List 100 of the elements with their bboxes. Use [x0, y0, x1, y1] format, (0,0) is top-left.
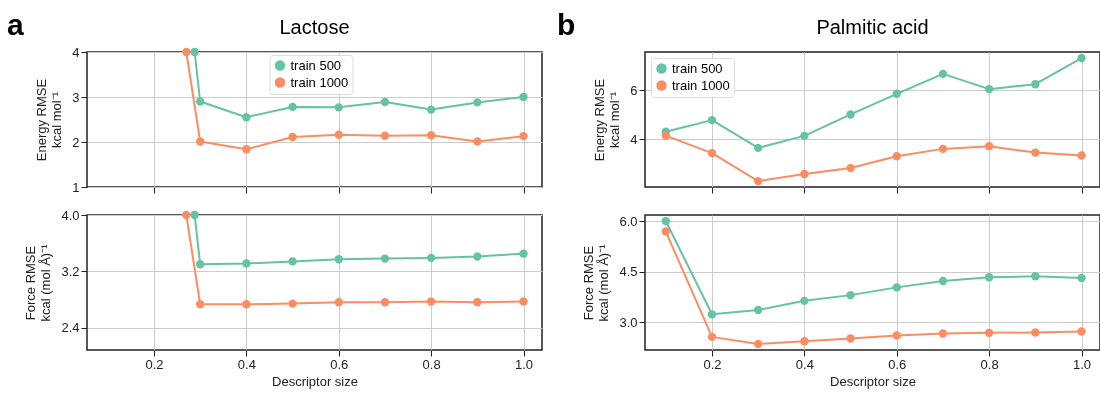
x-axis-title: Descriptor size	[830, 373, 916, 389]
point	[984, 273, 994, 282]
point	[984, 142, 994, 151]
point	[288, 132, 297, 142]
point	[242, 259, 251, 268]
y-tick-label: 4	[72, 44, 80, 60]
point	[753, 176, 763, 186]
y-tick-label: 4.5	[619, 264, 638, 280]
point	[380, 131, 390, 140]
y-tick-label: 3	[72, 89, 80, 105]
point	[288, 102, 297, 112]
point	[1031, 328, 1040, 337]
point	[846, 110, 855, 119]
x-tick-label: 0.4	[795, 356, 814, 372]
point	[182, 210, 191, 220]
point	[800, 131, 809, 141]
point	[1077, 151, 1086, 160]
point	[426, 253, 436, 263]
x-tick-label: 1.0	[1072, 356, 1092, 372]
x-tick-label: 0.2	[703, 356, 722, 372]
point	[195, 97, 205, 106]
point	[380, 97, 390, 107]
x-tick-label: 0.6	[330, 356, 349, 372]
point	[195, 260, 205, 269]
x-tick-label: 1.0	[514, 356, 534, 372]
y-axis-title: Force RMSE kcal (mol Å)⁻¹	[581, 243, 612, 322]
point	[182, 47, 191, 57]
point	[846, 290, 855, 300]
point	[334, 130, 343, 139]
point	[661, 131, 670, 140]
legend-label: train 500	[290, 57, 342, 73]
point	[1031, 80, 1040, 89]
point	[707, 115, 717, 125]
text: b	[557, 8, 576, 41]
point	[519, 249, 528, 258]
y-tick-label: 6	[630, 82, 638, 98]
point	[892, 89, 901, 98]
point	[380, 298, 390, 307]
point	[334, 103, 343, 112]
point	[473, 298, 482, 307]
x-tick-label: 0.8	[422, 356, 441, 372]
y-tick-label: 3.0	[619, 314, 638, 330]
point	[938, 144, 948, 154]
legend-label: train 1000	[672, 77, 730, 93]
legend-label: train 500	[672, 60, 723, 76]
point	[426, 131, 436, 140]
x-tick-label: 0.6	[888, 356, 907, 372]
point	[984, 328, 994, 338]
point	[1077, 273, 1086, 283]
point	[753, 339, 763, 349]
point	[288, 257, 297, 266]
point	[800, 337, 809, 346]
point	[519, 131, 528, 141]
point	[753, 143, 763, 153]
point	[800, 296, 809, 306]
point	[661, 227, 670, 236]
point	[892, 283, 901, 292]
y-tick-label: 6.0	[619, 213, 638, 229]
point	[473, 137, 482, 146]
point	[707, 310, 717, 319]
point	[195, 300, 205, 309]
point	[242, 145, 251, 154]
point	[846, 163, 855, 173]
point	[380, 254, 390, 263]
point	[892, 152, 901, 161]
point	[707, 148, 717, 158]
y-tick-label: 2	[72, 134, 80, 150]
point	[426, 105, 436, 114]
point	[473, 98, 482, 107]
point	[195, 137, 205, 146]
point	[938, 276, 948, 286]
point	[334, 298, 343, 307]
x-tick-label: 0.8	[980, 356, 999, 372]
y-tick-label: 3.2	[61, 263, 80, 279]
point	[190, 47, 199, 57]
point	[190, 210, 199, 220]
y-tick-label: 4	[630, 131, 638, 147]
point	[753, 305, 763, 315]
point	[846, 334, 855, 343]
point	[473, 252, 482, 261]
point	[892, 331, 901, 340]
point	[1031, 148, 1040, 157]
point	[519, 92, 528, 102]
chart-title: Palmitic acid	[816, 16, 929, 38]
point	[938, 69, 948, 79]
point	[1077, 53, 1086, 63]
point	[984, 84, 994, 94]
point	[1031, 272, 1040, 281]
y-tick-label: 2.4	[61, 320, 80, 335]
point	[288, 299, 297, 308]
legend-label: train 1000	[290, 74, 349, 90]
x-tick-label: 0.4	[237, 356, 256, 372]
point	[242, 300, 251, 309]
y-tick-label: 1	[72, 179, 80, 195]
point	[661, 216, 670, 226]
chart-title: Lactose	[279, 16, 350, 38]
point	[334, 255, 343, 264]
point	[426, 297, 436, 306]
point	[519, 297, 528, 306]
y-tick-label: 4.0	[61, 207, 80, 223]
